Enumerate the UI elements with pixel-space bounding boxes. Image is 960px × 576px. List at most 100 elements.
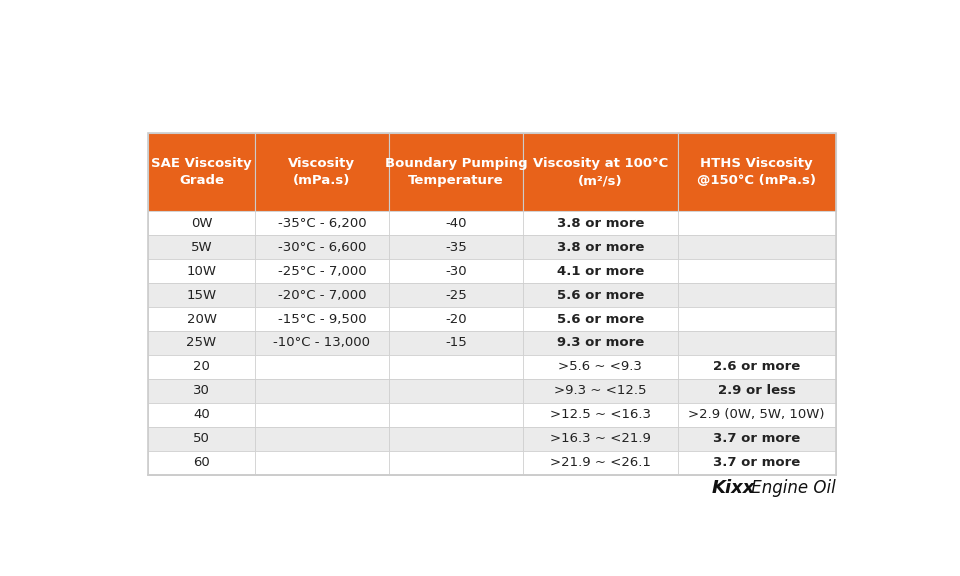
Text: 60: 60 bbox=[193, 456, 210, 469]
Bar bbox=[678, 331, 836, 355]
Text: HTHS Viscosity
@150°C (mPa.s): HTHS Viscosity @150°C (mPa.s) bbox=[697, 157, 816, 187]
Text: >9.3 ~ <12.5: >9.3 ~ <12.5 bbox=[554, 384, 646, 397]
Bar bbox=[254, 403, 389, 427]
Text: Viscosity
(mPa.s): Viscosity (mPa.s) bbox=[288, 157, 355, 187]
Text: 4.1 or more: 4.1 or more bbox=[557, 264, 644, 278]
Bar bbox=[678, 283, 836, 307]
Bar bbox=[523, 259, 678, 283]
Text: -35: -35 bbox=[445, 241, 467, 253]
Bar bbox=[389, 307, 523, 331]
Bar bbox=[254, 134, 389, 211]
Text: 30: 30 bbox=[193, 384, 210, 397]
Text: -25°C - 7,000: -25°C - 7,000 bbox=[277, 264, 366, 278]
Text: -20°C - 7,000: -20°C - 7,000 bbox=[277, 289, 366, 301]
Bar bbox=[389, 283, 523, 307]
Bar bbox=[389, 379, 523, 403]
Text: 50: 50 bbox=[193, 433, 210, 445]
Text: Kixx: Kixx bbox=[712, 479, 756, 497]
Bar bbox=[254, 379, 389, 403]
Bar bbox=[148, 235, 254, 259]
Text: 3.7 or more: 3.7 or more bbox=[713, 456, 801, 469]
Bar bbox=[523, 355, 678, 379]
Bar bbox=[389, 134, 523, 211]
Bar bbox=[254, 331, 389, 355]
Bar bbox=[389, 427, 523, 451]
Text: 2.6 or more: 2.6 or more bbox=[713, 361, 801, 373]
Bar bbox=[254, 355, 389, 379]
Bar bbox=[148, 331, 254, 355]
Text: -25: -25 bbox=[445, 289, 467, 301]
Bar bbox=[523, 134, 678, 211]
Bar bbox=[389, 331, 523, 355]
Bar bbox=[678, 211, 836, 235]
Bar bbox=[148, 427, 254, 451]
Bar bbox=[148, 451, 254, 475]
Text: Viscosity at 100°C
(m²/s): Viscosity at 100°C (m²/s) bbox=[533, 157, 668, 187]
Bar bbox=[678, 235, 836, 259]
Text: 0W: 0W bbox=[191, 217, 212, 230]
Bar bbox=[678, 307, 836, 331]
Text: -15: -15 bbox=[445, 336, 467, 350]
Bar bbox=[523, 403, 678, 427]
Bar bbox=[523, 307, 678, 331]
Bar bbox=[523, 331, 678, 355]
Text: >21.9 ~ <26.1: >21.9 ~ <26.1 bbox=[550, 456, 651, 469]
Bar bbox=[523, 451, 678, 475]
Bar bbox=[254, 283, 389, 307]
Text: 40: 40 bbox=[193, 408, 210, 422]
Bar bbox=[523, 427, 678, 451]
Bar bbox=[678, 259, 836, 283]
Bar bbox=[389, 211, 523, 235]
Bar bbox=[389, 451, 523, 475]
Bar bbox=[148, 307, 254, 331]
Text: 2.9 or less: 2.9 or less bbox=[718, 384, 796, 397]
Text: -35°C - 6,200: -35°C - 6,200 bbox=[277, 217, 366, 230]
Text: >16.3 ~ <21.9: >16.3 ~ <21.9 bbox=[550, 433, 651, 445]
Bar bbox=[148, 283, 254, 307]
Bar bbox=[254, 427, 389, 451]
Text: >12.5 ~ <16.3: >12.5 ~ <16.3 bbox=[550, 408, 651, 422]
Bar bbox=[254, 259, 389, 283]
Bar bbox=[148, 403, 254, 427]
Bar bbox=[148, 211, 254, 235]
Text: 5.6 or more: 5.6 or more bbox=[557, 313, 644, 325]
Bar bbox=[523, 379, 678, 403]
Text: -40: -40 bbox=[445, 217, 467, 230]
Text: 3.8 or more: 3.8 or more bbox=[557, 241, 644, 253]
Bar bbox=[678, 134, 836, 211]
Text: -15°C - 9,500: -15°C - 9,500 bbox=[277, 313, 366, 325]
Bar bbox=[678, 379, 836, 403]
Bar bbox=[148, 259, 254, 283]
Text: 20W: 20W bbox=[186, 313, 217, 325]
Text: 9.3 or more: 9.3 or more bbox=[557, 336, 644, 350]
Text: >5.6 ~ <9.3: >5.6 ~ <9.3 bbox=[559, 361, 642, 373]
Bar bbox=[678, 403, 836, 427]
Bar bbox=[678, 355, 836, 379]
Bar bbox=[148, 134, 836, 475]
Bar bbox=[523, 235, 678, 259]
Bar bbox=[523, 283, 678, 307]
Text: Boundary Pumping
Temperature: Boundary Pumping Temperature bbox=[385, 157, 527, 187]
Bar bbox=[389, 355, 523, 379]
Text: Engine Oil: Engine Oil bbox=[746, 479, 836, 497]
Text: -30°C - 6,600: -30°C - 6,600 bbox=[277, 241, 366, 253]
Text: 25W: 25W bbox=[186, 336, 217, 350]
Bar bbox=[254, 307, 389, 331]
Text: 15W: 15W bbox=[186, 289, 217, 301]
Text: 3.7 or more: 3.7 or more bbox=[713, 433, 801, 445]
Bar bbox=[389, 235, 523, 259]
Bar bbox=[254, 235, 389, 259]
Bar bbox=[254, 451, 389, 475]
Text: -10°C - 13,000: -10°C - 13,000 bbox=[274, 336, 371, 350]
Text: 3.8 or more: 3.8 or more bbox=[557, 217, 644, 230]
Text: 5.6 or more: 5.6 or more bbox=[557, 289, 644, 301]
Text: -30: -30 bbox=[445, 264, 467, 278]
Bar bbox=[148, 379, 254, 403]
Text: 10W: 10W bbox=[186, 264, 217, 278]
Bar bbox=[254, 211, 389, 235]
Text: >2.9 (0W, 5W, 10W): >2.9 (0W, 5W, 10W) bbox=[688, 408, 825, 422]
Text: -20: -20 bbox=[445, 313, 467, 325]
Text: 5W: 5W bbox=[191, 241, 212, 253]
Text: 20: 20 bbox=[193, 361, 210, 373]
Bar bbox=[678, 427, 836, 451]
